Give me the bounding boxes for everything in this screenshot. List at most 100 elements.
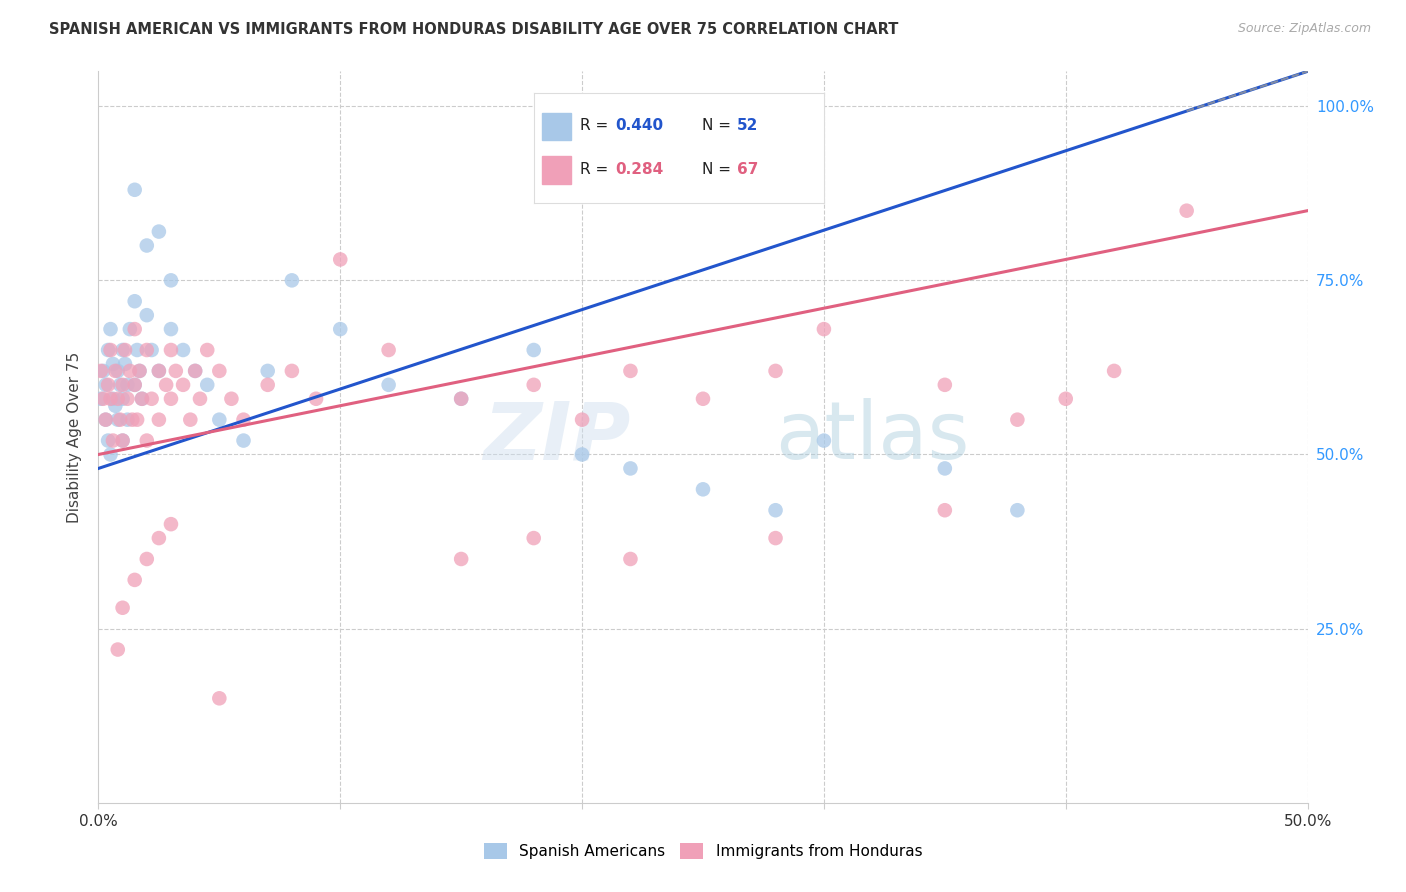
Point: [117, 392, 139, 406]
Point: [135, 552, 157, 566]
Point: [305, 392, 328, 406]
Point: [117, 412, 139, 426]
Point: [107, 642, 129, 657]
Point: [148, 225, 170, 239]
Point: [135, 343, 157, 357]
Point: [101, 357, 124, 371]
Point: [97, 343, 120, 357]
Point: [114, 343, 136, 357]
Point: [281, 273, 304, 287]
Point: [121, 412, 143, 426]
Point: [160, 392, 183, 406]
Point: [91, 364, 114, 378]
Point: [619, 364, 641, 378]
Point: [1054, 392, 1077, 406]
Point: [813, 434, 835, 448]
Point: [117, 377, 139, 392]
Point: [571, 448, 593, 462]
Text: Source: ZipAtlas.com: Source: ZipAtlas.com: [1237, 22, 1371, 36]
Point: [148, 364, 170, 378]
Point: [172, 377, 194, 392]
Point: [450, 552, 472, 566]
Point: [160, 273, 183, 287]
Point: [107, 412, 129, 426]
Point: [124, 377, 146, 392]
Point: [131, 392, 153, 406]
Point: [160, 343, 183, 357]
Y-axis label: Disability Age Over 75: Disability Age Over 75: [67, 351, 83, 523]
Point: [934, 503, 956, 517]
Point: [450, 392, 472, 406]
Point: [100, 322, 122, 336]
Point: [128, 364, 150, 378]
Point: [135, 434, 157, 448]
Point: [101, 434, 124, 448]
Point: [523, 343, 546, 357]
Point: [107, 364, 129, 378]
Point: [111, 434, 134, 448]
Point: [118, 322, 141, 336]
Point: [619, 461, 641, 475]
Text: SPANISH AMERICAN VS IMMIGRANTS FROM HONDURAS DISABILITY AGE OVER 75 CORRELATION : SPANISH AMERICAN VS IMMIGRANTS FROM HOND…: [49, 22, 898, 37]
Point: [1007, 503, 1029, 517]
Point: [141, 343, 163, 357]
Point: [450, 392, 472, 406]
Point: [221, 392, 243, 406]
Point: [128, 364, 150, 378]
Point: [124, 294, 146, 309]
Point: [934, 377, 956, 392]
Point: [377, 343, 399, 357]
Point: [256, 364, 278, 378]
Point: [934, 461, 956, 475]
Point: [94, 412, 117, 426]
Point: [148, 531, 170, 545]
Point: [127, 343, 149, 357]
Point: [179, 412, 201, 426]
Point: [141, 392, 163, 406]
Point: [281, 364, 304, 378]
Point: [124, 573, 146, 587]
Point: [107, 392, 129, 406]
Point: [94, 412, 117, 426]
Point: [208, 412, 231, 426]
Point: [91, 392, 114, 406]
Point: [108, 377, 131, 392]
Point: [195, 343, 218, 357]
Point: [100, 343, 122, 357]
Point: [131, 392, 153, 406]
Point: [160, 322, 183, 336]
Point: [377, 377, 399, 392]
Legend: Spanish Americans, Immigrants from Honduras: Spanish Americans, Immigrants from Hondu…: [478, 837, 928, 865]
Point: [765, 503, 787, 517]
Point: [208, 691, 231, 706]
Point: [232, 412, 254, 426]
Point: [1007, 412, 1029, 426]
Point: [195, 377, 218, 392]
Point: [111, 600, 134, 615]
Point: [256, 377, 278, 392]
Point: [104, 364, 127, 378]
Point: [100, 392, 122, 406]
Point: [101, 392, 124, 406]
Point: [148, 364, 170, 378]
Point: [104, 399, 127, 413]
Point: [114, 357, 136, 371]
Text: atlas: atlas: [776, 398, 970, 476]
Point: [111, 343, 134, 357]
Point: [111, 392, 134, 406]
Point: [571, 412, 593, 426]
Point: [155, 377, 177, 392]
Point: [184, 364, 207, 378]
Point: [692, 392, 714, 406]
Point: [90, 364, 112, 378]
Point: [692, 483, 714, 497]
Point: [765, 364, 787, 378]
Point: [813, 322, 835, 336]
Point: [619, 552, 641, 566]
Point: [94, 377, 117, 392]
Point: [100, 448, 122, 462]
Point: [135, 308, 157, 322]
Point: [160, 517, 183, 532]
Point: [232, 434, 254, 448]
Point: [208, 364, 231, 378]
